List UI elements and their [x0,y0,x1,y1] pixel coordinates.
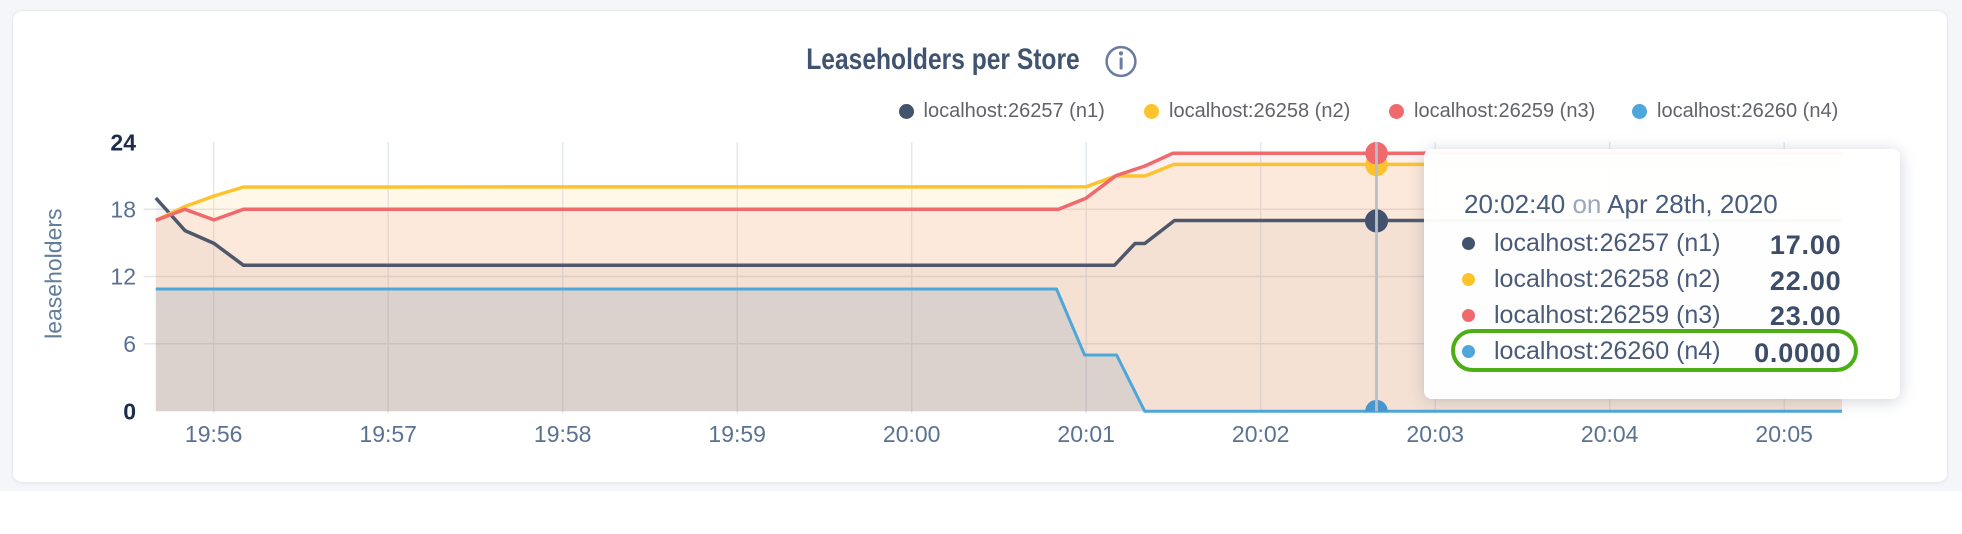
svg-text:19:56: 19:56 [185,421,243,447]
svg-text:0: 0 [123,399,136,425]
svg-text:19:57: 19:57 [359,421,417,447]
svg-text:20:04: 20:04 [1581,421,1639,447]
svg-text:12: 12 [110,264,136,290]
svg-text:20:05: 20:05 [1755,421,1813,447]
svg-text:20:03: 20:03 [1406,421,1464,447]
svg-text:24: 24 [110,130,136,156]
svg-text:18: 18 [110,197,136,223]
svg-text:20:01: 20:01 [1057,421,1115,447]
svg-text:20:02: 20:02 [1232,421,1290,447]
svg-text:leaseholders: leaseholders [40,208,66,338]
svg-text:19:58: 19:58 [534,421,592,447]
svg-text:19:59: 19:59 [708,421,766,447]
svg-text:6: 6 [123,331,136,357]
svg-text:20:00: 20:00 [883,421,941,447]
